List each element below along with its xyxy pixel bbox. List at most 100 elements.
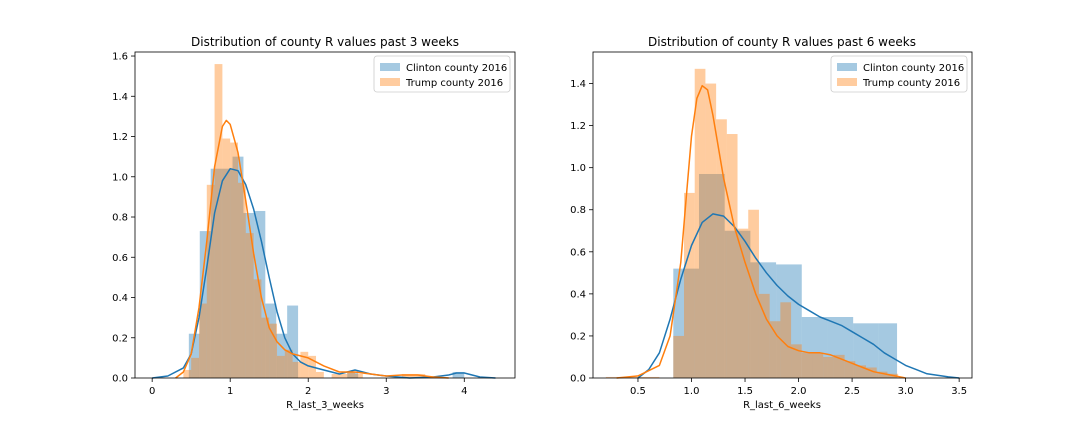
hist-bar-trump bbox=[801, 352, 813, 378]
y-tick-label: 1.0 bbox=[570, 163, 586, 174]
hist-bar-trump bbox=[198, 303, 207, 378]
hist-bar-trump bbox=[245, 233, 254, 378]
hist-bar-clinton bbox=[243, 212, 255, 378]
legend-label-clinton: Clinton county 2016 bbox=[863, 63, 964, 74]
hist-bar-trump bbox=[347, 371, 356, 378]
hist-bar-trump bbox=[355, 373, 363, 378]
hist-bar-clinton bbox=[221, 168, 233, 378]
kde-curves bbox=[152, 119, 496, 379]
x-tick-label: 2 bbox=[305, 386, 311, 397]
y-tick-label: 0.6 bbox=[112, 253, 128, 264]
legend-swatch-clinton bbox=[837, 63, 857, 71]
x-tick-label: 3.5 bbox=[951, 386, 967, 397]
hist-bar-clinton bbox=[232, 156, 244, 378]
kde-line-trump bbox=[616, 84, 906, 379]
hist-bar-clinton bbox=[801, 317, 828, 378]
chart-title: Distribution of county R values past 3 w… bbox=[191, 35, 459, 49]
y-tick-label: 1.2 bbox=[112, 132, 128, 143]
hist-bar-trump bbox=[261, 317, 270, 378]
hist-bar-clinton bbox=[750, 262, 777, 378]
y-tick-label: 1.4 bbox=[112, 92, 128, 103]
y-tick-label: 0.4 bbox=[112, 293, 128, 304]
hist-bar-trump bbox=[876, 371, 888, 378]
x-tick-label: 1 bbox=[227, 386, 233, 397]
kde-curves bbox=[616, 84, 960, 379]
axes: 0.5 1.0 1.5 2.0 2.5 3.0 3.5 0.0 0.2 0.4 0.6 0.8 1.0 1… bbox=[570, 51, 973, 397]
kde-line-clinton bbox=[637, 213, 960, 379]
hist-bar-clinton bbox=[265, 303, 277, 378]
y-tick-label: 0.4 bbox=[570, 289, 586, 300]
hist-bar-trump bbox=[316, 371, 324, 378]
hist-bar-clinton bbox=[724, 230, 751, 378]
hist-bar-trump bbox=[823, 356, 834, 378]
hist-bar-trump bbox=[758, 293, 770, 378]
legend: Clinton county 2016 Trump county 2016 bbox=[373, 55, 511, 93]
x-tick-label: 2.0 bbox=[791, 386, 807, 397]
x-tick-label: 4 bbox=[461, 386, 467, 397]
x-tick-label: 1.5 bbox=[737, 386, 753, 397]
y-tick-label: 0.8 bbox=[112, 213, 128, 224]
hist-bar-trump bbox=[780, 302, 792, 378]
hist-bar-clinton bbox=[698, 173, 725, 378]
chart-panel-left: Distribution of county R values past 3 w… bbox=[112, 35, 516, 411]
y-tick-label: 1.6 bbox=[112, 52, 128, 63]
hist-bar-clinton bbox=[188, 333, 200, 378]
y-tick-label: 0.6 bbox=[570, 247, 586, 258]
x-tick-label: 0 bbox=[149, 386, 155, 397]
x-tick-label: 2.5 bbox=[844, 386, 860, 397]
y-tick-label: 0.2 bbox=[570, 331, 586, 342]
hist-bar-trump bbox=[694, 68, 706, 378]
hist-bar-clinton bbox=[827, 317, 854, 378]
x-tick-label: 3 bbox=[383, 386, 389, 397]
chart-title: Distribution of county R values past 6 w… bbox=[648, 35, 916, 49]
x-axis-label: R_last_3_weeks bbox=[286, 400, 364, 411]
hist-bar-trump bbox=[214, 64, 223, 379]
y-tick-label: 1.4 bbox=[570, 79, 586, 90]
hist-bar-clinton bbox=[347, 371, 359, 378]
hist-bar-trump bbox=[769, 321, 781, 378]
x-tick-label: 0.5 bbox=[630, 386, 646, 397]
y-tick-label: 0.0 bbox=[112, 374, 128, 385]
hist-bar-trump bbox=[331, 373, 340, 378]
kde-line-clinton bbox=[152, 167, 496, 379]
hist-bar-clinton bbox=[199, 231, 211, 378]
hist-bar-trump bbox=[726, 134, 738, 378]
hist-bar-clinton bbox=[276, 333, 288, 378]
hist-bar-trump bbox=[292, 361, 301, 378]
hist-bar-trump bbox=[791, 344, 802, 378]
hist-bar-trump bbox=[277, 355, 285, 378]
hist-bar-trump bbox=[284, 349, 293, 378]
hist-bar-trump bbox=[855, 365, 867, 378]
axes: 0 1 2 3 4 0.0 0.2 0.4 0.6 0.8 1.0 1.2 1.4 1.6 bbox=[112, 51, 516, 397]
hist-bar-trump bbox=[833, 354, 845, 378]
hist-bar-trump bbox=[737, 228, 749, 378]
hist-bar-trump bbox=[673, 335, 685, 378]
hist-bar-trump bbox=[748, 209, 759, 378]
axes-frame bbox=[592, 51, 973, 379]
legend-box bbox=[373, 55, 511, 93]
hist-bar-trump bbox=[269, 323, 278, 378]
hist-bar-trump bbox=[605, 376, 660, 378]
hist-bar-trump bbox=[705, 83, 717, 378]
y-tick-label: 1.0 bbox=[112, 172, 128, 183]
hist-bar-trump bbox=[716, 119, 727, 378]
hist-bar-trump bbox=[409, 373, 418, 378]
legend: Clinton county 2016 Trump county 2016 bbox=[830, 55, 968, 93]
x-axis-label: R_last_6_weeks bbox=[743, 400, 821, 411]
axes-frame bbox=[134, 51, 516, 379]
legend-label-trump: Trump county 2016 bbox=[405, 78, 503, 89]
hist-bar-trump bbox=[401, 373, 410, 378]
hist-bar-trump bbox=[684, 192, 695, 378]
histogram-bars bbox=[183, 64, 465, 379]
hist-bar-clinton bbox=[776, 264, 802, 378]
hist-bar-trump bbox=[812, 352, 824, 378]
histogram-bars bbox=[605, 68, 899, 378]
hist-bar-trump bbox=[300, 351, 309, 378]
kde-line-trump bbox=[175, 119, 449, 379]
hist-bar-trump bbox=[844, 361, 856, 378]
legend-swatch-clinton bbox=[380, 63, 400, 71]
legend-box bbox=[830, 55, 968, 93]
hist-bar-clinton bbox=[210, 168, 222, 378]
x-tick-label: 3.0 bbox=[898, 386, 914, 397]
hist-bar-clinton bbox=[287, 305, 299, 378]
